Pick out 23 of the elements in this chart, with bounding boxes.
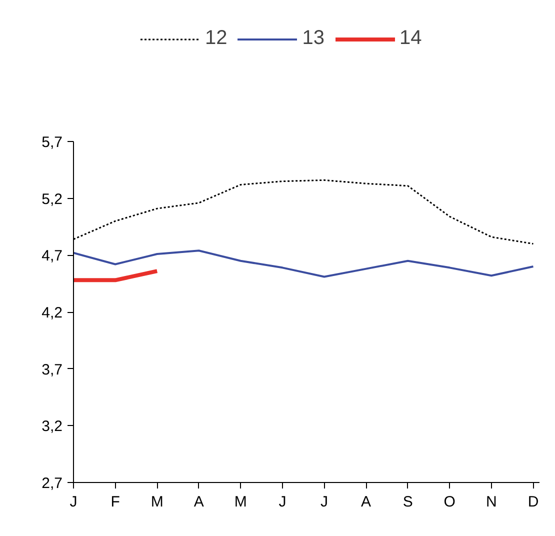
y-tick-label: 5,2: [42, 190, 63, 208]
x-tick-label: N: [486, 494, 497, 510]
legend-label: 14: [400, 27, 422, 50]
y-tick-label: 3,2: [42, 418, 63, 436]
legend-label: 12: [205, 27, 228, 50]
x-tick-label: A: [194, 494, 204, 510]
x-tick-label: M: [150, 494, 164, 510]
y-tick-label: 4,7: [42, 248, 63, 265]
x-tick-label: O: [444, 494, 456, 510]
x-tick-label: D: [528, 494, 539, 510]
x-tick-label: J: [278, 494, 286, 510]
legend-label: 13: [302, 27, 324, 50]
x-tick-label: M: [234, 494, 247, 510]
x-tick-label: J: [320, 494, 328, 510]
x-tick-label: S: [402, 494, 413, 510]
x-tick-label: F: [110, 494, 120, 510]
line-series: [74, 250, 534, 278]
y-tick-label: 4,2: [42, 304, 63, 322]
y-tick-label: 3,7: [42, 361, 63, 378]
y-tick-label: 5,7: [42, 134, 63, 151]
x-tick-label: J: [70, 494, 78, 510]
x-tick-label: A: [361, 494, 372, 510]
y-tick-label: 2,7: [42, 475, 63, 492]
